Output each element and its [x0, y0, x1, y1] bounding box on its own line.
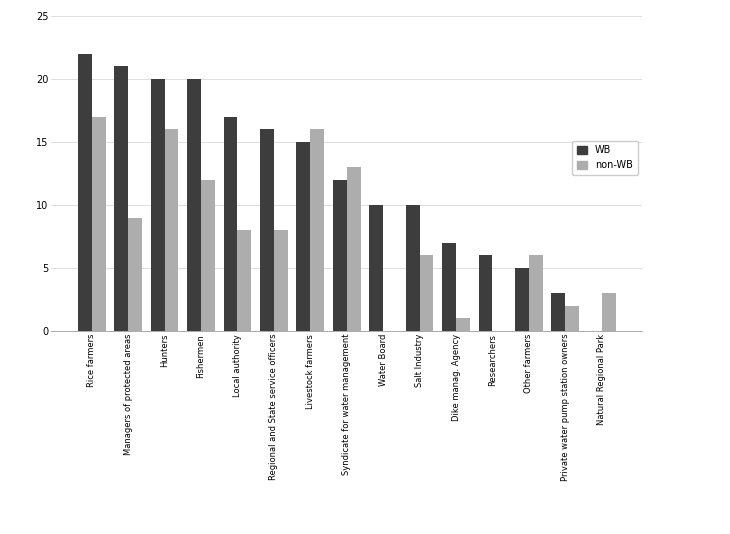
Bar [369, 205, 383, 331]
Bar [165, 129, 179, 331]
Bar [237, 230, 251, 331]
Legend: WB, non-WB: WB, non-WB [572, 140, 637, 175]
Bar [115, 66, 128, 331]
Bar [274, 230, 288, 331]
Bar [296, 142, 310, 331]
Bar [151, 79, 165, 331]
Bar [92, 117, 106, 331]
Bar [479, 255, 493, 331]
Bar [442, 243, 456, 331]
Bar [333, 180, 347, 331]
Bar [347, 167, 361, 331]
Bar [187, 79, 201, 331]
Bar [128, 218, 142, 331]
Bar [529, 255, 542, 331]
Bar [420, 255, 434, 331]
Bar [456, 318, 470, 331]
Bar [406, 205, 420, 331]
Bar [78, 54, 92, 331]
Bar [310, 129, 324, 331]
Bar [565, 306, 579, 331]
Bar [260, 129, 274, 331]
Bar [515, 268, 529, 331]
Bar [551, 293, 565, 331]
Bar [201, 180, 215, 331]
Bar [223, 117, 237, 331]
Bar [602, 293, 615, 331]
